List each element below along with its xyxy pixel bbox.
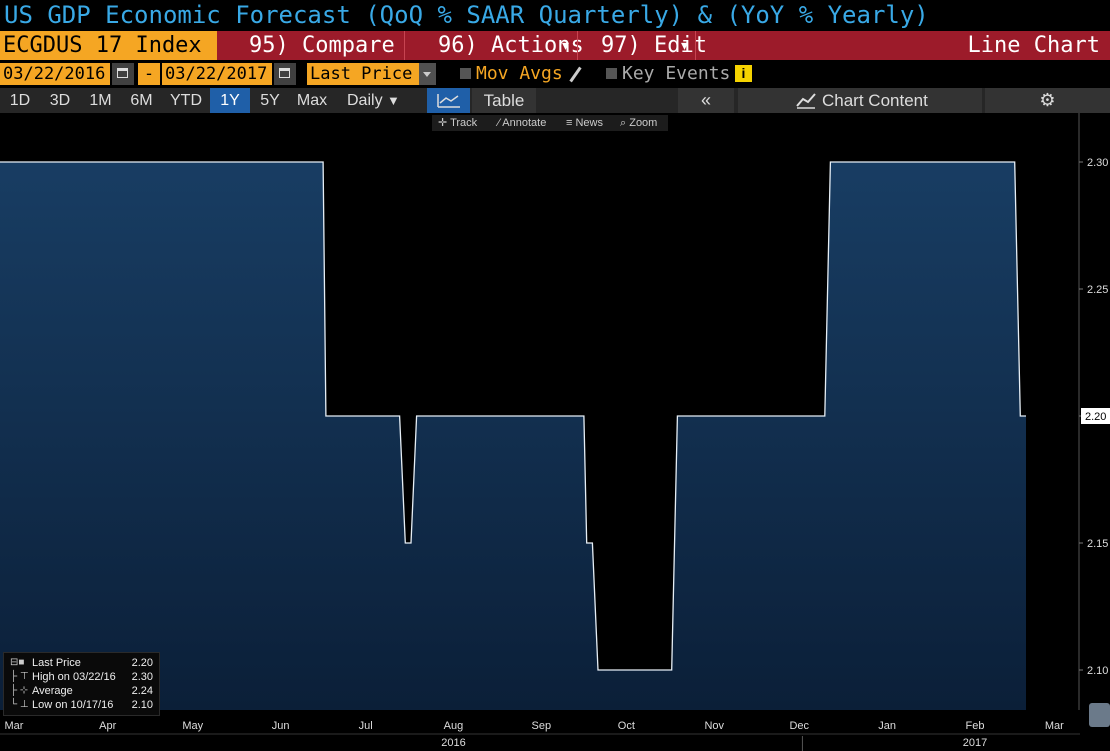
mov-avgs-label[interactable]: Mov Avgs [476, 63, 563, 84]
line-chart-mode-button[interactable] [427, 88, 470, 113]
frequency-select[interactable]: Daily ▼ [338, 88, 408, 113]
y-tick-label: 2.15 [1087, 538, 1108, 550]
x-month-label: May [182, 720, 203, 732]
divider [695, 31, 696, 60]
period-1m[interactable]: 1M [89, 92, 112, 109]
edit-button[interactable]: 97) Edit [601, 33, 707, 58]
field-select[interactable]: Last Price [307, 63, 419, 85]
series-line [0, 161, 1026, 671]
period-bar: 1D 3D 1M 6M YTD 1Y 5Y Max Daily ▼ Table … [0, 88, 1110, 113]
table-button[interactable]: Table [472, 88, 536, 113]
series-area [0, 162, 1026, 710]
annotate-tool[interactable]: ⁄ Annotate [498, 117, 547, 129]
news-tool[interactable]: ≡ News [566, 117, 603, 129]
chart-content-button[interactable]: Chart Content [738, 88, 982, 113]
mov-avgs-checkbox[interactable] [460, 68, 471, 79]
info-icon[interactable]: i [735, 65, 752, 82]
actions-dropdown-icon[interactable]: ▾ [562, 37, 570, 53]
legend-average: ├ ⊹ Average 2.24 [10, 685, 153, 697]
period-5y[interactable]: 5Y [260, 92, 280, 109]
key-events-label[interactable]: Key Events [622, 63, 731, 84]
zoom-tool[interactable]: ⌕ Zoom [620, 117, 658, 129]
x-month-label: Apr [99, 720, 116, 732]
track-tool[interactable]: ✛ Track [438, 117, 478, 129]
legend: ⊟■ Last Price 2.20 ├ ⊤ High on 03/22/16 … [3, 652, 160, 716]
end-date-input[interactable]: 03/22/2017 [162, 63, 272, 85]
period-6m[interactable]: 6M [130, 92, 153, 109]
legend-high: ├ ⊤ High on 03/22/16 2.30 [10, 671, 153, 683]
legend-low: └ ⊥ Low on 10/17/16 2.10 [10, 699, 153, 711]
x-month-label: Sep [532, 720, 552, 732]
x-year-label: 2017 [963, 737, 987, 749]
x-month-label: Mar [1045, 720, 1064, 732]
command-bar: ECGDUS 17 Index 95) Compare 96) Actions … [0, 31, 1110, 60]
actions-button[interactable]: 96) Actions [438, 33, 584, 58]
chevron-down-icon[interactable] [419, 63, 436, 85]
period-max[interactable]: Max [296, 92, 328, 109]
ticker-field[interactable]: ECGDUS 17 Index [0, 31, 217, 60]
chart-title: US GDP Economic Forecast (QoQ % SAAR Qua… [4, 1, 929, 29]
price-chart[interactable]: 2.302.252.202.152.102.20MarAprMayJunJulA… [0, 113, 1110, 751]
x-month-label: Jan [878, 720, 896, 732]
x-month-label: Jul [359, 720, 373, 732]
settings-button[interactable]: ⚙ [985, 88, 1110, 113]
chart-widget-icon [1089, 703, 1110, 727]
period-3d[interactable]: 3D [49, 92, 71, 109]
high-marker-icon: ├ ⊤ [10, 671, 29, 682]
chart-content-label: Chart Content [822, 91, 928, 110]
calendar-icon[interactable] [274, 63, 296, 85]
line-chart-icon [437, 94, 460, 108]
last-value-label: 2.20 [1085, 411, 1106, 423]
low-marker-icon: └ ⊥ [10, 699, 29, 710]
frequency-label: Daily [347, 92, 383, 109]
x-month-label: Mar [5, 720, 24, 732]
chart-tools: ✛ Track ⁄ Annotate ≡ News ⌕ Zoom [432, 115, 668, 131]
ticker-label: ECGDUS 17 Index [3, 33, 202, 58]
calendar-icon[interactable] [112, 63, 134, 85]
x-axis-band [0, 710, 1110, 751]
gear-icon: ⚙ [1039, 90, 1056, 110]
x-month-label: Oct [618, 720, 635, 732]
chart-content-icon [796, 93, 816, 109]
legend-swatch: ⊟■ [10, 657, 25, 668]
x-month-label: Aug [444, 720, 464, 732]
edit-dropdown-icon[interactable]: ▾ [681, 37, 689, 53]
key-events-checkbox[interactable] [606, 68, 617, 79]
pencil-icon[interactable] [569, 66, 582, 83]
date-range-dash: - [138, 63, 160, 85]
chart-area[interactable]: 2.302.252.202.152.102.20MarAprMayJunJulA… [0, 113, 1110, 751]
start-date-input[interactable]: 03/22/2016 [0, 63, 110, 85]
divider [577, 31, 578, 60]
y-tick-label: 2.30 [1087, 157, 1108, 169]
x-month-label: Nov [704, 720, 724, 732]
average-marker-icon: ├ ⊹ [10, 685, 29, 696]
x-month-label: Dec [789, 720, 809, 732]
y-tick-label: 2.25 [1087, 284, 1108, 296]
divider [404, 31, 405, 60]
x-month-label: Jun [272, 720, 290, 732]
y-tick-label: 2.10 [1087, 665, 1108, 677]
x-month-label: Feb [965, 720, 984, 732]
last-value-box [1081, 408, 1110, 424]
period-ytd[interactable]: YTD [170, 92, 202, 109]
x-year-label: 2016 [441, 737, 465, 749]
collapse-button[interactable]: « [678, 88, 734, 113]
title-bar: US GDP Economic Forecast (QoQ % SAAR Qua… [0, 0, 1110, 30]
legend-last-price: ⊟■ Last Price 2.20 [10, 657, 153, 669]
compare-button[interactable]: 95) Compare [249, 33, 395, 58]
period-1y[interactable]: 1Y [210, 88, 250, 113]
chart-type-label: Line Chart [967, 33, 1100, 58]
parameter-bar: 03/22/2016 - 03/22/2017 Last Price Mov A… [0, 61, 1110, 87]
chevron-down-icon: ▼ [387, 93, 400, 108]
period-1d[interactable]: 1D [9, 92, 31, 109]
